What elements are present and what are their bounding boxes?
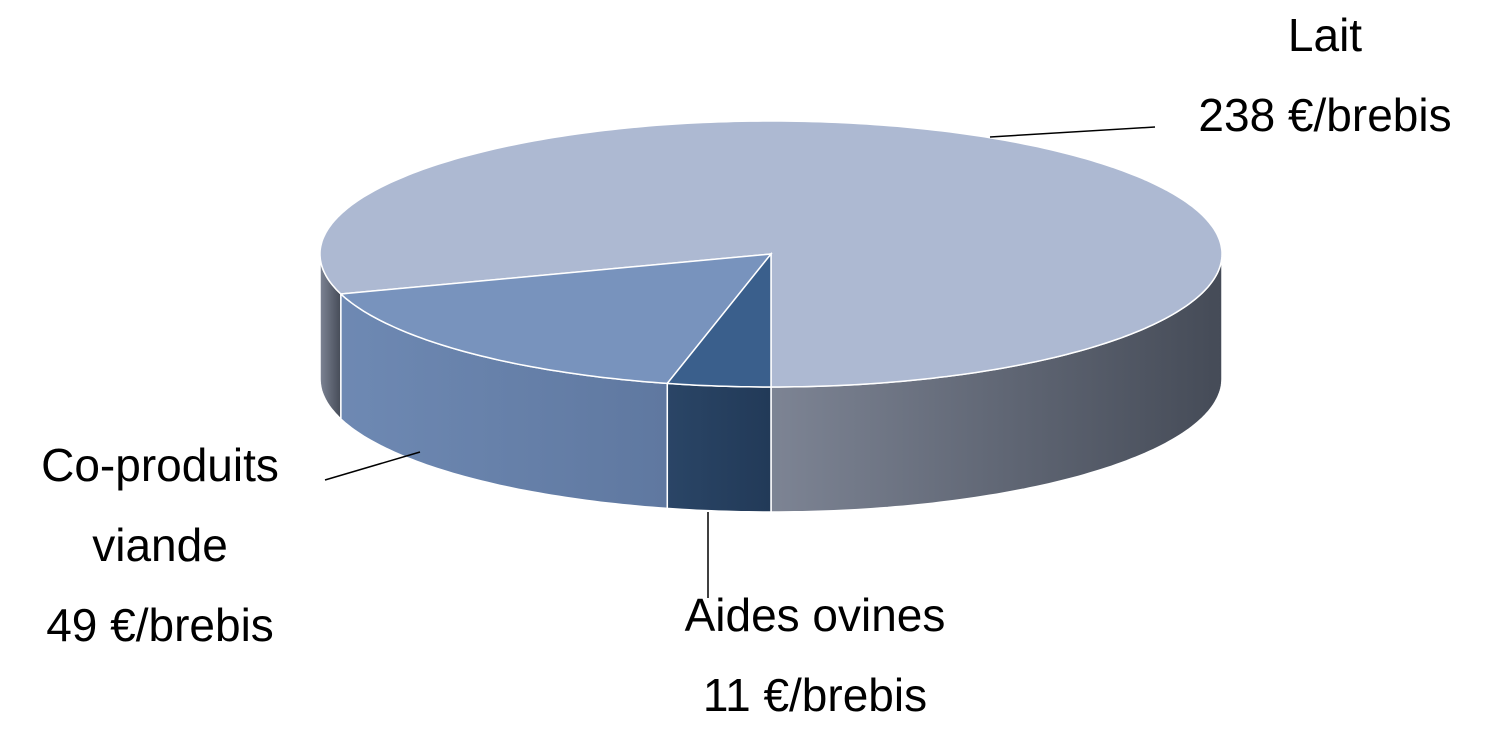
value-label: 238 €/brebis xyxy=(1198,89,1452,141)
value-label: 11 €/brebis xyxy=(702,669,928,721)
value-label: 49 €/brebis xyxy=(46,599,274,651)
leader-line xyxy=(989,126,1156,138)
data-label: Co-produits viande 49 €/brebis xyxy=(0,425,320,665)
category-label: Co-produits viande xyxy=(41,439,279,571)
category-label: Aides ovines xyxy=(684,589,946,641)
pie-area xyxy=(319,120,1223,598)
category-label: Lait xyxy=(1287,9,1363,61)
chart: Lait 238 €/brebis Co-produits viande 49 €/b… xyxy=(0,0,1490,721)
leader-line xyxy=(324,451,421,481)
data-label: Lait 238 €/brebis xyxy=(1160,0,1490,155)
slice xyxy=(665,251,772,388)
slice xyxy=(339,253,773,385)
data-label: Aides ovines 11 €/brebis xyxy=(640,575,990,735)
slice-side xyxy=(666,382,772,513)
